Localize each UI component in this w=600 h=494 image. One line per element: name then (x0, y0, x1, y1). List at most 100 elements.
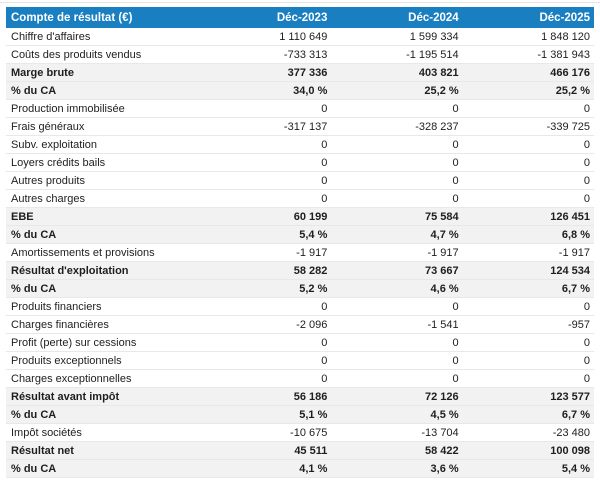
row-value: 377 336 (200, 63, 332, 82)
row-value: 0 (331, 153, 463, 172)
row-value: 0 (331, 99, 463, 118)
table-title: Compte de résultat (€) (6, 7, 201, 28)
row-label: % du CA (6, 459, 201, 478)
table-row: % du CA 5,4 % 4,7 % 6,8 % (6, 225, 594, 244)
row-value: 73 667 (331, 261, 463, 280)
row-value: 6,8 % (462, 225, 594, 244)
row-value: -1 917 (331, 243, 463, 262)
table-row: Résultat net 45 511 58 422 100 098 (6, 441, 594, 460)
row-value: 0 (462, 171, 594, 190)
table-row: % du CA 34,0 % 25,2 % 25,2 % (6, 81, 594, 100)
row-value: -339 725 (462, 117, 594, 136)
table-body: Chiffre d'affaires 1 110 649 1 599 334 1 84… (6, 28, 594, 478)
row-value: 0 (331, 189, 463, 208)
row-label: Résultat net (6, 441, 201, 460)
row-value: 0 (200, 369, 332, 388)
row-value: -317 137 (200, 117, 332, 136)
row-value: 5,4 % (462, 459, 594, 478)
table-row: Coûts des produits vendus -733 313 -1 195 … (6, 45, 594, 64)
row-value: 34,0 % (200, 81, 332, 100)
row-label: Produits exceptionnels (6, 351, 201, 370)
table-row: % du CA 5,2 % 4,6 % 6,7 % (6, 279, 594, 298)
row-value: 3,6 % (331, 459, 463, 478)
table-header: Compte de résultat (€) Déc-2023 Déc-2024… (6, 7, 594, 28)
table-row: Charges financières -2 096 -1 541 -957 (6, 315, 594, 334)
row-value: 0 (200, 135, 332, 154)
table-row: Autres produits 0 0 0 (6, 171, 594, 190)
row-value: 1 599 334 (331, 28, 463, 46)
table-row: Profit (perte) sur cessions 0 0 0 (6, 333, 594, 352)
row-label: Résultat avant impôt (6, 387, 201, 406)
row-value: -1 195 514 (331, 45, 463, 64)
row-value: 60 199 (200, 207, 332, 226)
row-label: Production immobilisée (6, 99, 201, 118)
row-label: Frais généraux (6, 117, 201, 136)
row-value: 1 110 649 (200, 28, 332, 46)
row-value: 5,2 % (200, 279, 332, 298)
row-value: -13 704 (331, 423, 463, 442)
row-value: 0 (462, 189, 594, 208)
row-value: 124 534 (462, 261, 594, 280)
row-value: 126 451 (462, 207, 594, 226)
row-value: 0 (462, 153, 594, 172)
row-value: 123 577 (462, 387, 594, 406)
row-value: -733 313 (200, 45, 332, 64)
row-value: 0 (200, 351, 332, 370)
row-value: 0 (331, 351, 463, 370)
table-row: Résultat avant impôt 56 186 72 126 123 577 (6, 387, 594, 406)
row-value: -1 917 (200, 243, 332, 262)
row-value: 0 (462, 135, 594, 154)
row-value: 25,2 % (462, 81, 594, 100)
row-value: 0 (200, 333, 332, 352)
table-row: Impôt sociétés -10 675 -13 704 -23 480 (6, 423, 594, 442)
row-label: Charges exceptionnelles (6, 369, 201, 388)
table-row: EBE 60 199 75 584 126 451 (6, 207, 594, 226)
top-divider (0, 2, 600, 3)
row-value: 0 (462, 333, 594, 352)
row-value: -1 381 943 (462, 45, 594, 64)
row-label: % du CA (6, 279, 201, 298)
row-value: 0 (331, 333, 463, 352)
row-value: 0 (200, 99, 332, 118)
row-value: -23 480 (462, 423, 594, 442)
row-value: 1 848 120 (462, 28, 594, 46)
row-label: Coûts des produits vendus (6, 45, 201, 64)
row-label: Produits financiers (6, 297, 201, 316)
table-row: Chiffre d'affaires 1 110 649 1 599 334 1 84… (6, 28, 594, 46)
row-label: Amortissements et provisions (6, 243, 201, 262)
table-row: % du CA 5,1 % 4,5 % 6,7 % (6, 405, 594, 424)
table-row: Production immobilisée 0 0 0 (6, 99, 594, 118)
row-value: 0 (462, 351, 594, 370)
row-value: 4,5 % (331, 405, 463, 424)
row-label: Impôt sociétés (6, 423, 201, 442)
row-value: 0 (331, 171, 463, 190)
row-value: 466 176 (462, 63, 594, 82)
table-row: % du CA 4,1 % 3,6 % 5,4 % (6, 459, 594, 478)
table-row: Produits exceptionnels 0 0 0 (6, 351, 594, 370)
row-value: 0 (331, 297, 463, 316)
row-value: 75 584 (331, 207, 463, 226)
row-value: -957 (462, 315, 594, 334)
row-value: 403 821 (331, 63, 463, 82)
table-row: Subv. exploitation 0 0 0 (6, 135, 594, 154)
row-value: 0 (200, 189, 332, 208)
row-value: 0 (331, 135, 463, 154)
table-row: Autres charges 0 0 0 (6, 189, 594, 208)
column-header-dec-2025: Déc-2025 (462, 7, 594, 28)
row-value: 72 126 (331, 387, 463, 406)
row-value: 6,7 % (462, 279, 594, 298)
row-value: 0 (462, 99, 594, 118)
row-value: 58 282 (200, 261, 332, 280)
table-row: Loyers crédits bails 0 0 0 (6, 153, 594, 172)
row-value: 4,7 % (331, 225, 463, 244)
row-value: 5,1 % (200, 405, 332, 424)
table-row: Résultat d'exploitation 58 282 73 667 124 5… (6, 261, 594, 280)
row-label: Résultat d'exploitation (6, 261, 201, 280)
row-value: 4,1 % (200, 459, 332, 478)
row-label: Autres charges (6, 189, 201, 208)
income-statement-table: Compte de résultat (€) Déc-2023 Déc-2024… (6, 7, 594, 478)
row-value: 0 (200, 171, 332, 190)
row-label: EBE (6, 207, 201, 226)
row-label: Subv. exploitation (6, 135, 201, 154)
row-label: Profit (perte) sur cessions (6, 333, 201, 352)
